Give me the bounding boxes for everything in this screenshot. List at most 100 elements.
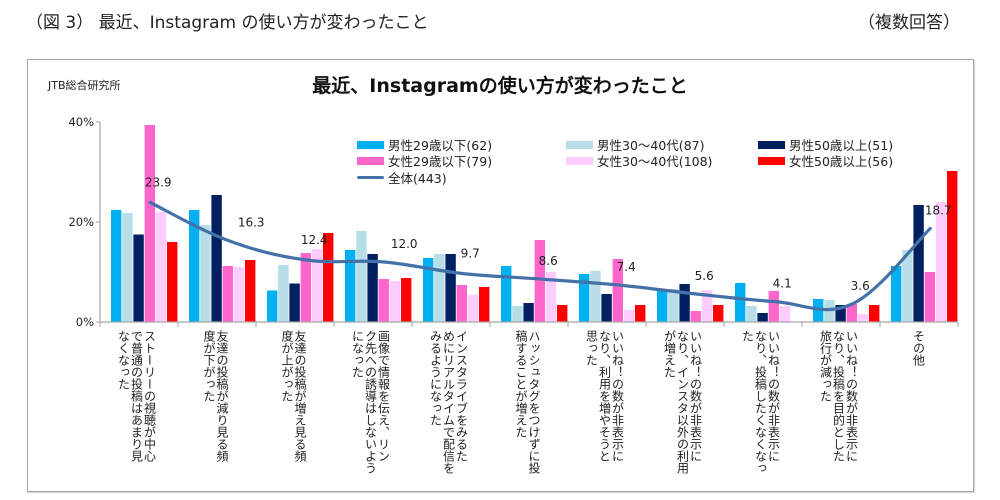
- bar: [601, 294, 612, 322]
- figure-caption: （図 3） 最近、Instagram の使い方が変わったこと: [26, 13, 429, 33]
- category-label: ハッシュタグをつけずに投 稿することが増えた: [514, 330, 541, 474]
- bar: [267, 290, 278, 322]
- legend-swatch: [758, 156, 785, 165]
- bar: [200, 225, 211, 322]
- overall-line-labels: 23.9 16.3 12.4 12.0 9.7 8.6 7.4 5.6 4.1 3.6 18.7: [145, 176, 952, 294]
- bar: [947, 171, 958, 322]
- bar: [233, 267, 245, 322]
- bar: [891, 266, 902, 322]
- overall-value-label: 7.4: [617, 260, 636, 274]
- bar: [779, 306, 791, 322]
- bar: [735, 283, 746, 322]
- bar: [401, 278, 412, 322]
- y-axis: 0% 20% 40%: [68, 115, 959, 329]
- bar: [323, 233, 334, 322]
- bar: [434, 254, 445, 322]
- bar: [289, 283, 300, 322]
- y-tick-label: 0%: [76, 315, 94, 329]
- chart-title: 最近、Instagramの使い方が変わったこと: [312, 75, 688, 97]
- overall-value-label: 12.0: [391, 237, 418, 251]
- legend-swatch: [357, 140, 384, 149]
- overall-value-label: 9.7: [461, 247, 480, 261]
- bar: [512, 306, 523, 322]
- bar: [501, 266, 512, 322]
- bar: [935, 202, 947, 322]
- bar: [155, 212, 167, 322]
- bar: [523, 303, 534, 322]
- bar: [479, 287, 490, 322]
- category-label: いいね！の数が非表示に なり、インスタ以外の利用 が増えた: [662, 330, 703, 474]
- y-tick-label: 40%: [68, 115, 94, 129]
- legend-label: 男性29歳以下(62): [388, 138, 493, 153]
- bar: [311, 249, 323, 322]
- category-label: 友達の投稿が減り見る頻 度が下がった: [202, 330, 229, 462]
- overall-value-label: 3.6: [851, 279, 870, 293]
- bar: [278, 265, 289, 322]
- bar: [590, 271, 601, 322]
- bar: [300, 253, 311, 322]
- bar: [534, 240, 545, 322]
- overall-line: [148, 200, 932, 312]
- bar: [389, 281, 401, 322]
- bar: [167, 242, 178, 322]
- bar: [679, 284, 690, 322]
- bar: [579, 274, 590, 322]
- bar: [612, 259, 623, 322]
- bar: [668, 289, 679, 322]
- bar: [222, 266, 233, 322]
- bar: [378, 279, 389, 322]
- bar: [657, 289, 668, 322]
- bar: [835, 305, 846, 322]
- legend-line-swatch: [357, 176, 384, 179]
- overall-value-label: 18.7: [925, 204, 952, 218]
- bar: [545, 272, 557, 322]
- overall-value-label: 5.6: [695, 269, 714, 283]
- legend-label: 女性50歳以上(56): [789, 154, 894, 169]
- bar: [345, 250, 356, 322]
- category-label: 画像で情報を伝え、リン ク先への誘導はしないよう になった: [350, 330, 391, 474]
- legend-item: 女性30～40代(108): [566, 151, 712, 170]
- category-label: インスタライブをみるた めにリアルタイムで配信を みるようになった: [428, 330, 469, 474]
- overall-value-label: 16.3: [238, 216, 265, 230]
- legend-item: 女性50歳以上(56): [758, 151, 893, 170]
- bar: [757, 313, 768, 322]
- bar: [133, 234, 144, 322]
- bar: [557, 305, 568, 322]
- bar: [144, 125, 155, 322]
- source-label: JTB総合研究所: [48, 79, 121, 92]
- bar: [713, 305, 724, 322]
- bar: [445, 254, 456, 322]
- bar: [423, 258, 434, 322]
- legend-item: 男性30～40代(87): [566, 135, 704, 154]
- legend-label: 男性50歳以上(51): [789, 138, 894, 153]
- bars-layer: [111, 125, 958, 322]
- legend-swatch: [357, 156, 384, 165]
- bar: [869, 305, 880, 322]
- category-label: いいね！の数が非表示に なり、利用を増やそうと 思った: [584, 330, 625, 462]
- category-label: ストーリーの視聴が中心 で普通の投稿はあまり見 なくなった: [116, 330, 157, 462]
- category-label: いいね！の数が非表示に なり、投稿したくなくなっ た: [740, 330, 781, 474]
- bar: [189, 210, 200, 322]
- bar: [367, 254, 378, 322]
- bar: [690, 311, 701, 322]
- bar: [211, 195, 222, 322]
- bar: [902, 250, 913, 322]
- category-label: 友達の投稿が増え見る頻 度が上がった: [280, 330, 307, 462]
- legend-item: 女性29歳以下(79): [357, 151, 492, 170]
- y-tick-label: 20%: [68, 215, 94, 229]
- legend-item-overall: 全体(443): [357, 168, 447, 187]
- legend-swatch: [566, 140, 593, 149]
- bar: [924, 272, 935, 322]
- bar: [456, 285, 467, 322]
- bar: [623, 310, 635, 322]
- bar: [913, 205, 924, 322]
- category-label: いいね！の数が非表示に なり、投稿を目的とした 旅行が減った: [818, 330, 859, 462]
- bar: [356, 231, 367, 322]
- bar: [122, 213, 133, 322]
- multiple-answer-note: （複数回答）: [858, 13, 960, 33]
- legend-label: 女性30～40代(108): [597, 154, 713, 169]
- overall-value-label: 23.9: [145, 176, 172, 190]
- bar: [746, 306, 757, 322]
- overall-value-label: 8.6: [539, 254, 558, 268]
